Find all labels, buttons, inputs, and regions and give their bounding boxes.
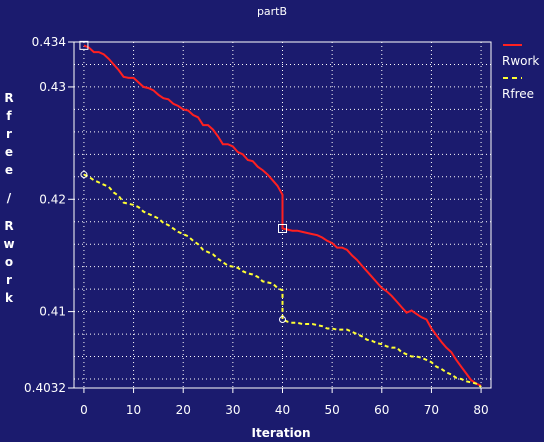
legend-label-rfree: Rfree — [502, 87, 534, 101]
y-tick-label: 0.434 — [32, 35, 66, 49]
point-marker-rwork — [278, 223, 287, 233]
y-tick-label: 0.43 — [39, 80, 66, 94]
x-tick-label: 50 — [325, 403, 340, 417]
legend: Rwork Rfree — [502, 44, 539, 101]
point-marker-rfree — [80, 171, 88, 179]
y-tick-label: 0.42 — [39, 192, 66, 206]
y-axis-label-char: e — [5, 145, 13, 159]
x-ticks: 0 10 20 30 40 50 60 70 80 — [80, 388, 489, 417]
series-line-rfree — [83, 173, 482, 388]
x-tick-label: 20 — [176, 403, 191, 417]
legend-label-rwork: Rwork — [502, 54, 539, 68]
y-axis-label-char: r — [6, 127, 12, 141]
x-tick-label: 70 — [424, 403, 439, 417]
y-tick-label: 0.4032 — [24, 381, 66, 395]
point-marker-rwork — [79, 40, 89, 50]
series-line-rwork — [83, 44, 482, 387]
y-axis-label-char: R — [4, 219, 13, 233]
x-axis-label: Iteration — [252, 426, 311, 440]
y-axis-label-char: o — [5, 255, 13, 269]
grid — [74, 42, 491, 388]
point-markers — [79, 40, 287, 323]
x-tick-label: 60 — [374, 403, 389, 417]
series-lines — [83, 44, 482, 388]
x-tick-label: 80 — [473, 403, 488, 417]
point-marker-rfree — [279, 315, 286, 323]
y-axis-label-char: w — [3, 237, 14, 251]
y-tick-label: 0.41 — [39, 305, 66, 319]
chart-title: partB — [257, 5, 287, 18]
x-tick-label: 10 — [126, 403, 141, 417]
y-axis-label-char: R — [4, 91, 13, 105]
y-axis-label-char: r — [6, 273, 12, 287]
y-axis-label-char: k — [5, 291, 14, 305]
y-ticks: 0.434 0.43 0.42 0.41 0.4032 — [24, 35, 74, 395]
x-tick-label: 0 — [80, 403, 88, 417]
y-axis-label-char: e — [5, 163, 13, 177]
y-axis-label-char: f — [6, 109, 12, 123]
x-tick-label: 30 — [225, 403, 240, 417]
x-tick-label: 40 — [275, 403, 290, 417]
y-axis-label: Rfree/Rwork — [3, 91, 14, 305]
y-axis-label-char: / — [7, 191, 12, 205]
